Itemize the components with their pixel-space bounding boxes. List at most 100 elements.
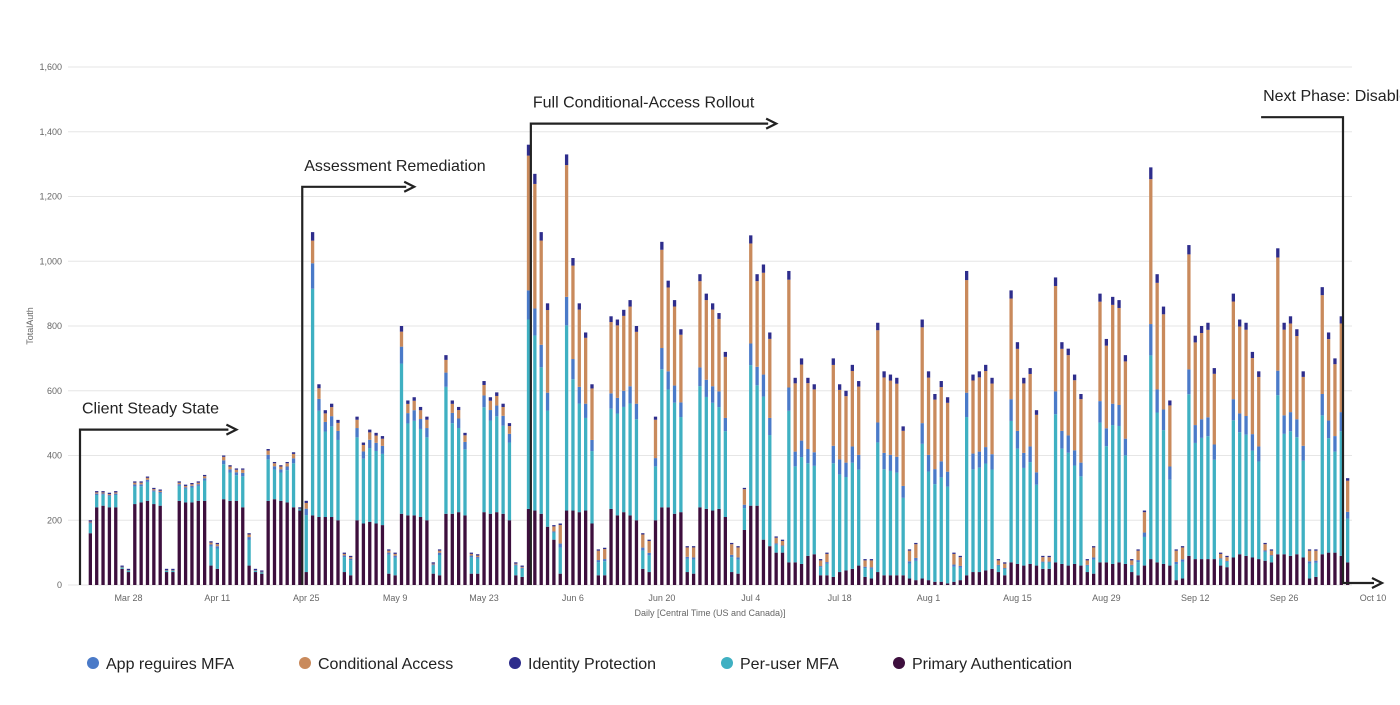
bar-stack — [1117, 300, 1121, 585]
bar-segment — [330, 426, 334, 518]
bar-segment — [672, 513, 677, 585]
bar-segment — [533, 510, 537, 585]
bar-segment — [901, 575, 905, 585]
bar-segment — [1219, 552, 1223, 554]
bar-segment — [1085, 572, 1089, 585]
bar-segment — [1333, 364, 1337, 437]
bar-segment — [571, 265, 575, 360]
bar-segment — [545, 303, 550, 311]
bar-stack — [1295, 329, 1299, 585]
bar-segment — [349, 555, 353, 558]
bar-segment — [990, 383, 994, 455]
bar-segment — [857, 565, 861, 585]
bar-segment — [406, 400, 410, 404]
phase-label: Full Conditional-Access Rollout — [533, 95, 755, 112]
bar-segment — [907, 549, 912, 551]
bar-segment — [806, 555, 810, 585]
bar-segment — [609, 393, 613, 409]
bar-segment — [628, 515, 632, 585]
bar-segment — [1288, 412, 1293, 432]
bar-segment — [368, 429, 372, 433]
bar-segment — [1136, 549, 1140, 551]
bar-stack — [780, 539, 785, 585]
bar-segment — [838, 474, 842, 573]
bar-segment — [539, 344, 543, 368]
bar-segment — [1219, 559, 1223, 566]
bar-segment — [1003, 575, 1007, 585]
bar-stack — [1047, 555, 1051, 585]
bar-segment — [990, 377, 994, 384]
bar-segment — [558, 523, 562, 525]
bar-segment — [603, 547, 607, 550]
bar-stack — [672, 300, 677, 585]
bar-segment — [418, 428, 423, 518]
bar-segment — [958, 580, 962, 585]
x-axis-ticks: Mar 28 Apr 11 Apr 25 May 9 May 23 Jun 6 Jun 20… — [114, 593, 1386, 603]
bar-segment — [374, 450, 378, 524]
bar-segment — [234, 500, 239, 585]
bar-segment — [1219, 565, 1223, 585]
bar-segment — [107, 494, 112, 496]
bar-segment — [571, 359, 575, 380]
bar-segment — [818, 559, 823, 561]
bar-segment — [825, 552, 829, 554]
bar-segment — [914, 557, 918, 561]
bar-segment — [279, 465, 283, 467]
bar-segment — [984, 447, 988, 464]
bar-segment — [818, 560, 823, 567]
bar-stack — [1136, 549, 1140, 585]
bar-segment — [190, 487, 194, 503]
bar-segment — [723, 417, 727, 432]
bar-segment — [260, 572, 264, 574]
bar-segment — [152, 487, 156, 490]
bar-segment — [539, 367, 543, 514]
bar-segment — [768, 332, 772, 339]
phase-bracket-line — [1261, 116, 1374, 585]
y-tick-label: 200 — [47, 515, 62, 525]
bar-segment — [914, 542, 918, 545]
bar-segment — [971, 469, 975, 573]
bar-segment — [958, 567, 962, 581]
bar-segment — [1092, 546, 1096, 548]
bar-stack — [1034, 410, 1039, 585]
bar-segment — [679, 402, 683, 418]
bar-segment — [882, 452, 886, 470]
bar-stack — [698, 274, 702, 585]
bar-segment — [539, 232, 543, 241]
bar-segment — [1015, 563, 1020, 585]
bar-segment — [1276, 257, 1280, 371]
bar-segment — [1346, 478, 1350, 481]
bar-segment — [1104, 562, 1108, 585]
bar-segment — [101, 505, 105, 585]
bar-segment — [476, 555, 480, 558]
bar-segment — [596, 560, 600, 563]
bar-segment — [145, 479, 150, 482]
bar-segment — [1092, 559, 1096, 574]
bar-stack — [564, 154, 569, 585]
bar-segment — [1149, 559, 1153, 585]
bar-segment — [355, 419, 359, 429]
bar-segment — [742, 508, 747, 530]
bar-segment — [920, 319, 924, 328]
bar-stack — [152, 487, 156, 585]
bar-stack — [590, 384, 594, 585]
bar-stack — [1053, 277, 1058, 585]
bar-segment — [374, 442, 378, 451]
bar-segment — [1142, 536, 1147, 566]
bar-stack — [120, 565, 124, 585]
bar-segment — [457, 406, 461, 411]
bar-segment — [596, 575, 600, 585]
bar-stack — [253, 568, 258, 585]
legend-label: Primary Authentication — [912, 656, 1072, 673]
bar-segment — [253, 570, 258, 573]
bar-segment — [431, 565, 435, 574]
bar-segment — [1199, 419, 1204, 438]
bar-segment — [171, 572, 175, 585]
bar-segment — [749, 365, 753, 506]
bar-stack — [933, 393, 937, 585]
bar-segment — [1314, 560, 1318, 563]
bar-stack — [869, 559, 874, 585]
bar-segment — [1238, 413, 1242, 433]
bar-segment — [215, 568, 219, 585]
bar-segment — [304, 502, 308, 509]
